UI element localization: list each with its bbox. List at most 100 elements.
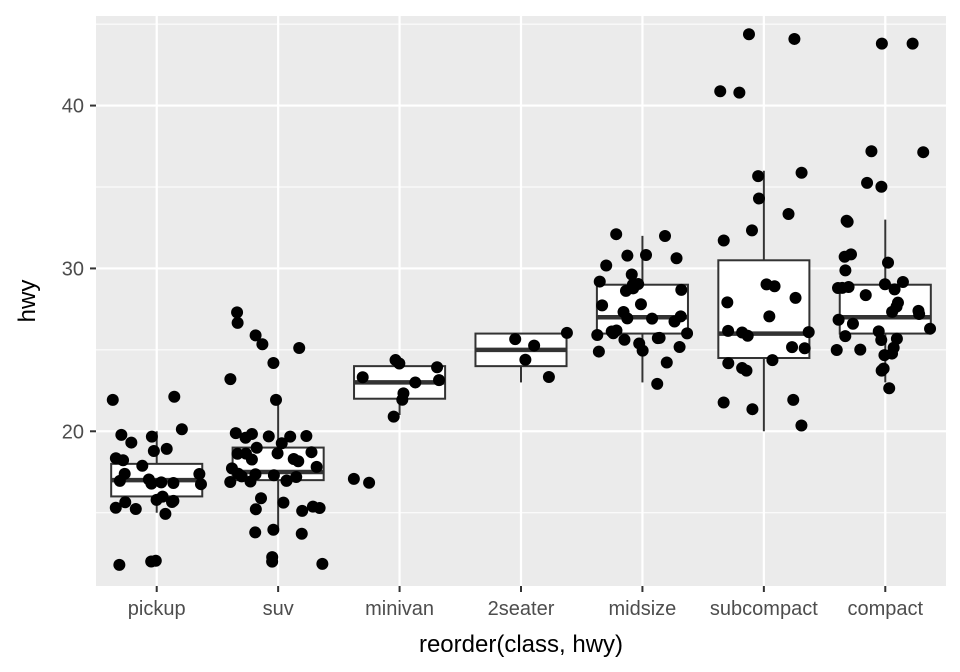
data-point [396, 393, 409, 406]
data-point [109, 452, 122, 465]
data-point [721, 296, 734, 309]
data-point [651, 377, 664, 390]
data-point [717, 396, 730, 409]
data-point [160, 442, 173, 455]
data-point [846, 317, 859, 330]
data-point [290, 471, 303, 484]
data-point [625, 268, 638, 281]
data-point [722, 324, 735, 337]
data-point [145, 555, 158, 568]
data-point [267, 357, 280, 370]
data-point [917, 146, 930, 159]
x-tick-label-minivan: minivan [365, 598, 434, 620]
data-point [890, 332, 903, 345]
data-point [167, 476, 180, 489]
data-point [255, 492, 268, 505]
data-point [646, 312, 659, 325]
y-axis-title: hwy [14, 280, 41, 323]
data-point [347, 472, 360, 485]
data-point [287, 453, 300, 466]
data-point [542, 371, 555, 384]
data-point [356, 371, 369, 384]
data-point [782, 208, 795, 221]
data-point [795, 166, 808, 179]
data-point [387, 410, 400, 423]
data-point [906, 37, 919, 50]
data-point [673, 340, 686, 353]
data-point [593, 275, 606, 288]
data-point [875, 180, 888, 193]
data-point [249, 329, 262, 342]
data-point [872, 325, 885, 338]
data-point [746, 403, 759, 416]
data-point [891, 296, 904, 309]
data-point [249, 468, 262, 481]
data-point [634, 298, 647, 311]
data-point [256, 338, 269, 351]
x-axis: pickup suv minivan 2seater midsize subcompact… [128, 586, 924, 620]
data-point [660, 356, 673, 369]
data-point [224, 475, 237, 488]
data-point [118, 467, 131, 480]
data-point [621, 249, 634, 262]
data-point [560, 326, 573, 339]
data-point [722, 357, 735, 370]
data-point [528, 339, 541, 352]
data-point [225, 462, 238, 475]
x-tick-label-2seater: 2seater [488, 598, 555, 620]
data-point [878, 278, 891, 291]
data-point [610, 324, 623, 337]
data-point [296, 504, 309, 517]
data-point [363, 476, 376, 489]
data-point [768, 280, 781, 293]
data-point [854, 343, 867, 356]
data-point [802, 326, 815, 339]
data-point [193, 468, 206, 481]
data-point [136, 459, 149, 472]
data-point [888, 283, 901, 296]
data-point [741, 329, 754, 342]
data-point [313, 502, 326, 515]
data-point [231, 316, 244, 329]
data-point [717, 234, 730, 247]
x-tick-label-pickup: pickup [128, 598, 186, 620]
data-point [830, 344, 843, 357]
data-point [742, 28, 755, 41]
data-point [865, 145, 878, 158]
x-tick-label-suv: suv [263, 598, 294, 620]
y-tick-label: 20 [62, 421, 84, 443]
data-point [115, 428, 128, 441]
data-point [745, 224, 758, 237]
data-point [175, 423, 188, 436]
data-point [591, 329, 604, 342]
data-point [433, 374, 446, 387]
data-point [145, 430, 158, 443]
data-point [839, 330, 852, 343]
x-axis-title: reorder(class, hwy) [419, 631, 623, 658]
data-point [878, 349, 891, 362]
data-point [798, 342, 811, 355]
x-tick-label-subcompact: subcompact [710, 598, 818, 620]
data-point [787, 393, 800, 406]
data-point [109, 501, 122, 514]
data-point [267, 469, 280, 482]
data-point [284, 430, 297, 443]
data-point [924, 322, 937, 335]
data-point [596, 299, 609, 312]
data-point [224, 373, 237, 386]
data-point [310, 460, 323, 473]
y-tick-label: 40 [62, 96, 84, 118]
data-point [300, 430, 313, 443]
data-point [239, 447, 252, 460]
data-point [155, 476, 168, 489]
data-point [875, 37, 888, 50]
data-point [231, 447, 244, 460]
data-point [431, 361, 444, 374]
data-point [763, 310, 776, 323]
data-point [275, 437, 288, 450]
data-point [752, 192, 765, 205]
data-point [106, 393, 119, 406]
data-point [592, 345, 605, 358]
data-point [674, 310, 687, 323]
